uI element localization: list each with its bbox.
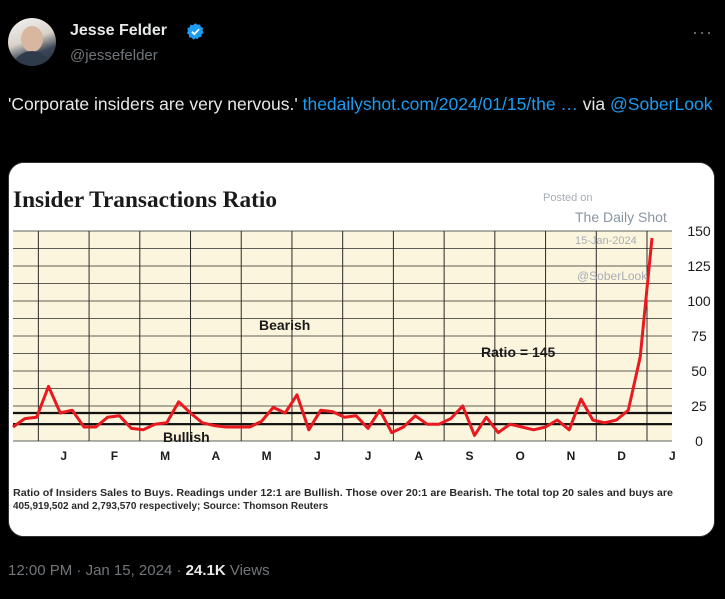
- tweet-time[interactable]: 12:00 PM: [8, 562, 73, 579]
- more-options-icon[interactable]: ···: [692, 22, 713, 42]
- tweet-via: via: [577, 94, 611, 114]
- watermark-date: 15-Jan-2024: [575, 235, 637, 247]
- x-tick-label: A: [414, 449, 423, 463]
- x-tick-label: F: [111, 449, 118, 463]
- x-tick-label: J: [314, 449, 321, 463]
- y-tick-label: 100: [687, 293, 711, 309]
- x-tick-label: A: [212, 449, 221, 463]
- y-tick-label: 50: [691, 363, 707, 379]
- x-tick-label: O: [516, 449, 525, 463]
- bullish-label: Bullish: [163, 429, 210, 445]
- chart-caption-line2: 405,919,502 and 2,793,570 respectively; …: [13, 501, 329, 512]
- y-tick-labels: 150 125 100 75 50 25 0: [687, 223, 711, 449]
- tweet-mention[interactable]: @SoberLook: [610, 94, 713, 114]
- chart-svg: 150 125 100 75 50 25 0 J F M A M J J A S O N D J Insider T…: [9, 163, 714, 536]
- separator-dot: ·: [172, 562, 186, 579]
- avatar-face: [21, 26, 43, 52]
- watermark-source: The Daily Shot: [575, 209, 667, 225]
- tweet-link[interactable]: thedailyshot.com/2024/01/15/the …: [302, 94, 578, 114]
- chart-image-card[interactable]: 150 125 100 75 50 25 0 J F M A M J J A S O N D J Insider T…: [8, 162, 715, 537]
- x-tick-label: M: [262, 449, 272, 463]
- separator-dot: ·: [72, 562, 86, 579]
- x-tick-label: D: [617, 449, 626, 463]
- avatar-shoulders: [12, 51, 52, 66]
- grid: [13, 230, 672, 442]
- y-tick-label: 150: [687, 223, 711, 239]
- ratio-label: Ratio = 145: [481, 344, 556, 360]
- series-line: [12, 237, 654, 437]
- author-handle[interactable]: @jessefelder: [70, 47, 158, 64]
- x-tick-label: S: [465, 449, 473, 463]
- y-tick-label: 25: [691, 398, 707, 414]
- x-tick-label: M: [160, 449, 170, 463]
- views-count[interactable]: 24.1K: [185, 562, 226, 579]
- author-name[interactable]: Jesse Felder: [70, 22, 167, 39]
- y-tick-label: 0: [695, 433, 703, 449]
- watermark-handle: @SoberLook: [577, 269, 648, 283]
- tweet-footer: 12:00 PM · Jan 15, 2024 · 24.1K Views: [8, 562, 270, 579]
- watermark-posted: Posted on: [543, 192, 593, 204]
- chart-caption-line1: Ratio of Insiders Sales to Buys. Reading…: [13, 488, 673, 499]
- x-tick-label: J: [669, 449, 676, 463]
- y-tick-label: 75: [691, 328, 707, 344]
- tweet-text: 'Corporate insiders are very nervous.' t…: [8, 89, 713, 120]
- tweet-body: 'Corporate insiders are very nervous.': [8, 94, 303, 114]
- views-label: Views: [225, 562, 270, 579]
- chart-title: Insider Transactions Ratio: [13, 187, 277, 212]
- y-tick-label: 125: [687, 258, 711, 274]
- author-avatar[interactable]: [8, 18, 56, 66]
- verified-badge-icon: [186, 23, 204, 40]
- x-tick-label: J: [365, 449, 372, 463]
- x-tick-label: N: [567, 449, 576, 463]
- x-tick-label: J: [60, 449, 67, 463]
- series-layer: [12, 237, 654, 437]
- tweet-date[interactable]: Jan 15, 2024: [85, 562, 173, 579]
- bearish-label: Bearish: [259, 317, 310, 333]
